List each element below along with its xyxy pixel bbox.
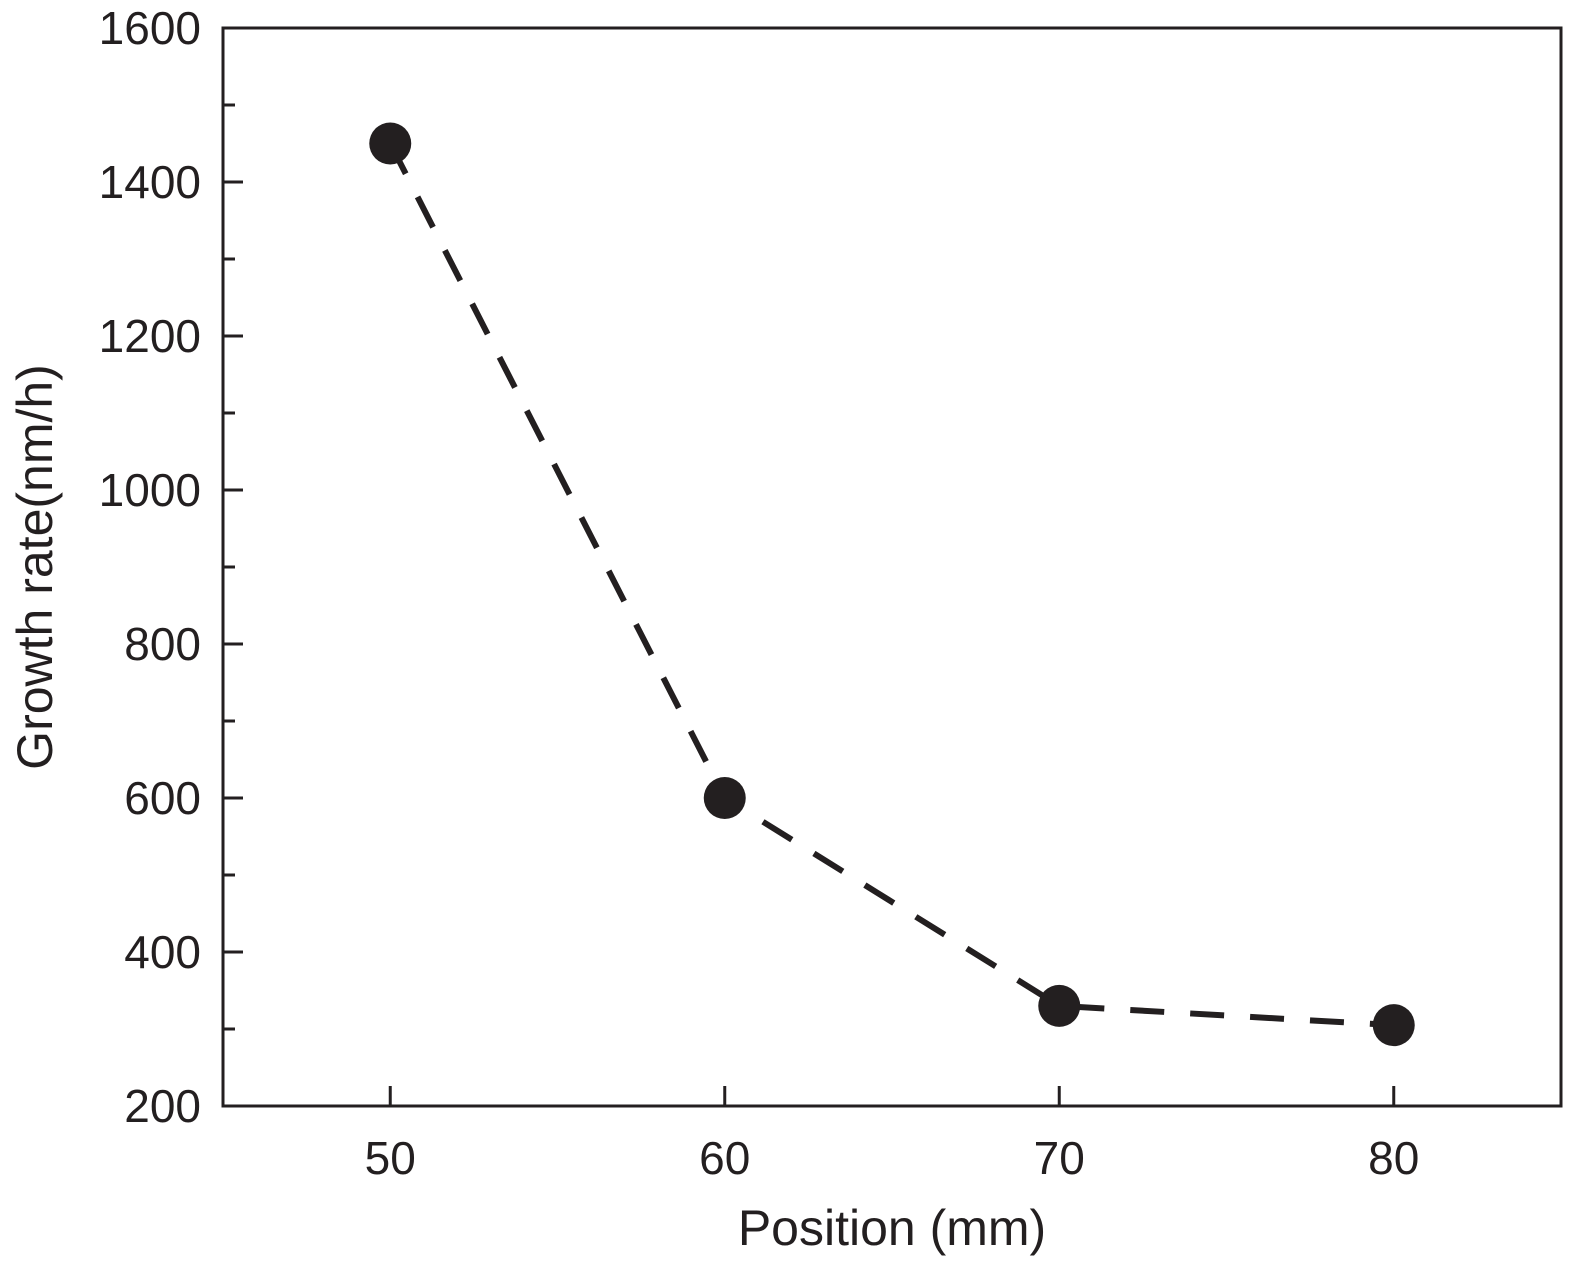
series-line xyxy=(387,142,1394,1029)
x-tick-label: 60 xyxy=(699,1132,750,1184)
y-axis-label: Growth rate(nm/h) xyxy=(7,364,63,770)
y-tick-label: 1400 xyxy=(99,156,201,208)
y-tick-label: 800 xyxy=(124,618,201,670)
y-tick-label: 400 xyxy=(124,926,201,978)
series-growth-rate xyxy=(369,122,1415,1047)
y-tick-label: 1600 xyxy=(99,2,201,54)
y-tick-label: 1200 xyxy=(99,310,201,362)
axis-ticks: 50 60 70 80 200 400 600 800 1000 1200 1400 1600 xyxy=(99,2,1420,1184)
x-tick-label: 70 xyxy=(1034,1132,1085,1184)
plot-frame xyxy=(221,26,1563,1108)
data-point xyxy=(369,122,412,165)
x-axis-label: Position (mm) xyxy=(738,1200,1046,1256)
data-point xyxy=(1038,984,1081,1027)
y-tick-label: 200 xyxy=(124,1080,201,1132)
data-point xyxy=(703,777,746,819)
y-tick-label: 600 xyxy=(124,772,201,824)
data-point xyxy=(1372,1004,1415,1047)
x-tick-label: 80 xyxy=(1368,1132,1419,1184)
x-tick-label: 50 xyxy=(365,1132,416,1184)
y-tick-label: 1000 xyxy=(99,464,201,516)
